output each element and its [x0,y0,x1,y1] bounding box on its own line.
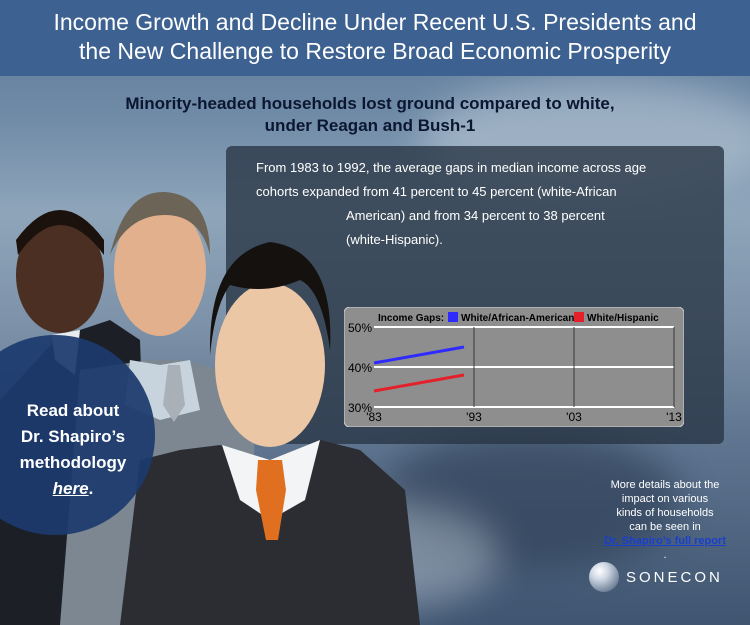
methodology-line: Dr. Shapiro’s [20,427,126,446]
details-suffix: . [663,549,667,561]
series-line-white-african-american [373,345,465,365]
summary-line: American) and from 34 percent to 38 perc… [346,208,605,223]
front-man-hair [209,242,331,355]
logo-text: SONECON [626,569,723,586]
y-tick-label: 40% [348,361,372,375]
legend-swatch [574,312,584,322]
front-man-tie [256,460,286,540]
subtitle: Minority-headed households lost ground c… [90,93,650,137]
y-tick-label: 30% [348,401,372,415]
y-tick-label: 50% [348,321,372,335]
legend-title: Income Gaps: [378,313,444,324]
details-line: can be seen in [629,521,701,533]
legend-label: White/African-American [461,313,574,324]
details-line: impact on various [621,493,709,505]
methodology-line: Read about [26,401,120,420]
x-tick-label: '03 [566,410,582,424]
methodology-suffix: . [88,479,94,498]
subtitle-line: under Reagan and Bush-1 [264,116,476,135]
front-man-head [215,283,325,447]
methodology-here-link[interactable]: here [52,479,89,498]
title-line: the New Challenge to Restore Broad Econo… [79,38,671,64]
left-man-hair [16,210,104,255]
methodology-line: methodology [19,453,127,472]
details-note: More details about the impact on various… [585,478,745,562]
details-line: More details about the [610,479,720,491]
middle-man-hair [110,191,210,255]
logo-sphere-icon [589,562,619,592]
income-gap-chart: Income Gaps: White/African-American White/… [344,307,684,427]
cloud [380,430,680,570]
legend-swatch [448,312,458,322]
series-line-white-hispanic [373,373,465,393]
methodology-line-link: here. [8,476,138,502]
summary-line: cohorts expanded from 41 percent to 45 p… [256,184,617,199]
header-bar [0,0,750,76]
sonecon-logo: SONECON [585,562,745,594]
x-tick-label: '83 [366,410,382,424]
x-tick-label: '13 [666,410,682,424]
methodology-callout: Read about Dr. Shapiro’s methodology her… [8,398,138,502]
summary-line: (white-Hispanic). [346,232,443,247]
legend-label: White/Hispanic [587,313,659,324]
x-tick-label: '93 [466,410,482,424]
details-link-line: Dr. Shapiro’s full report. [585,534,745,562]
page-title: Income Growth and Decline Under Recent U… [0,8,750,66]
summary-text: From 1983 to 1992, the average gaps in m… [256,156,706,252]
title-line: Income Growth and Decline Under Recent U… [53,9,697,35]
middle-man-head [114,204,206,336]
middle-man-tie [163,365,185,422]
details-line: kinds of households [616,507,714,519]
subtitle-line: Minority-headed households lost ground c… [125,94,615,113]
full-report-link[interactable]: Dr. Shapiro’s full report [604,535,726,547]
methodology-circle [0,335,155,535]
left-man-head [16,217,104,333]
summary-line: From 1983 to 1992, the average gaps in m… [256,160,647,175]
